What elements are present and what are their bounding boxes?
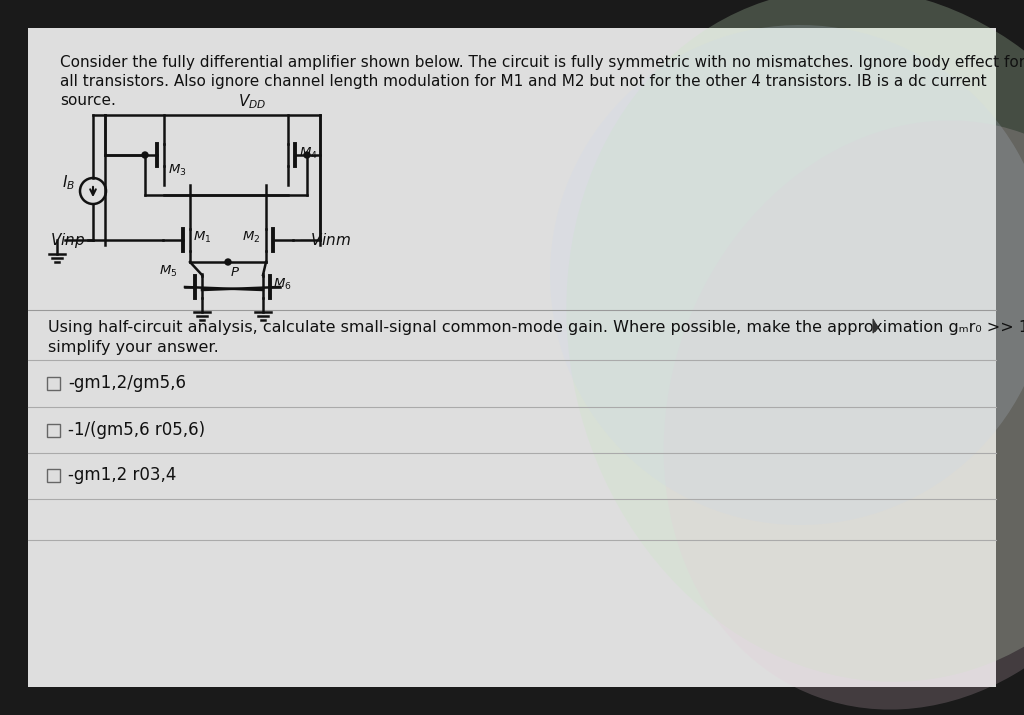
Text: -1/(gm5,6 r05,6): -1/(gm5,6 r05,6)	[68, 421, 205, 439]
Circle shape	[304, 152, 310, 158]
Polygon shape	[873, 319, 878, 333]
Circle shape	[142, 152, 148, 158]
Bar	[47, 377, 60, 390]
Text: simplify your answer.: simplify your answer.	[48, 340, 219, 355]
Bar	[47, 469, 60, 482]
Ellipse shape	[550, 25, 1024, 525]
Text: all transistors. Also ignore channel length modulation for M1 and M2 but not for: all transistors. Also ignore channel len…	[60, 74, 987, 89]
Bar	[47, 424, 60, 437]
Text: $V_{DD}$: $V_{DD}$	[238, 92, 266, 111]
Text: Using half-circuit analysis, calculate small-signal common-mode gain. Where poss: Using half-circuit analysis, calculate s…	[48, 320, 1024, 335]
Text: $Vinp$: $Vinp$	[50, 230, 85, 250]
Text: source.: source.	[60, 93, 116, 108]
Text: $M_4$: $M_4$	[299, 145, 317, 161]
Text: Consider the fully differential amplifier shown below. The circuit is fully symm: Consider the fully differential amplifie…	[60, 55, 1024, 70]
Text: $M_6$: $M_6$	[273, 277, 292, 292]
Text: $M_3$: $M_3$	[168, 163, 186, 178]
Text: $P$: $P$	[230, 266, 240, 279]
Text: -gm1,2/gm5,6: -gm1,2/gm5,6	[68, 374, 186, 392]
Text: $M_5$: $M_5$	[159, 264, 177, 279]
Text: -gm1,2 r03,4: -gm1,2 r03,4	[68, 466, 176, 484]
Text: $-Vinm$: $-Vinm$	[298, 232, 351, 248]
Text: $I_B$: $I_B$	[61, 174, 75, 192]
Circle shape	[225, 259, 231, 265]
Ellipse shape	[566, 0, 1024, 682]
Ellipse shape	[664, 120, 1024, 709]
Text: $M_2$: $M_2$	[242, 230, 260, 245]
Text: $M_1$: $M_1$	[193, 230, 211, 245]
